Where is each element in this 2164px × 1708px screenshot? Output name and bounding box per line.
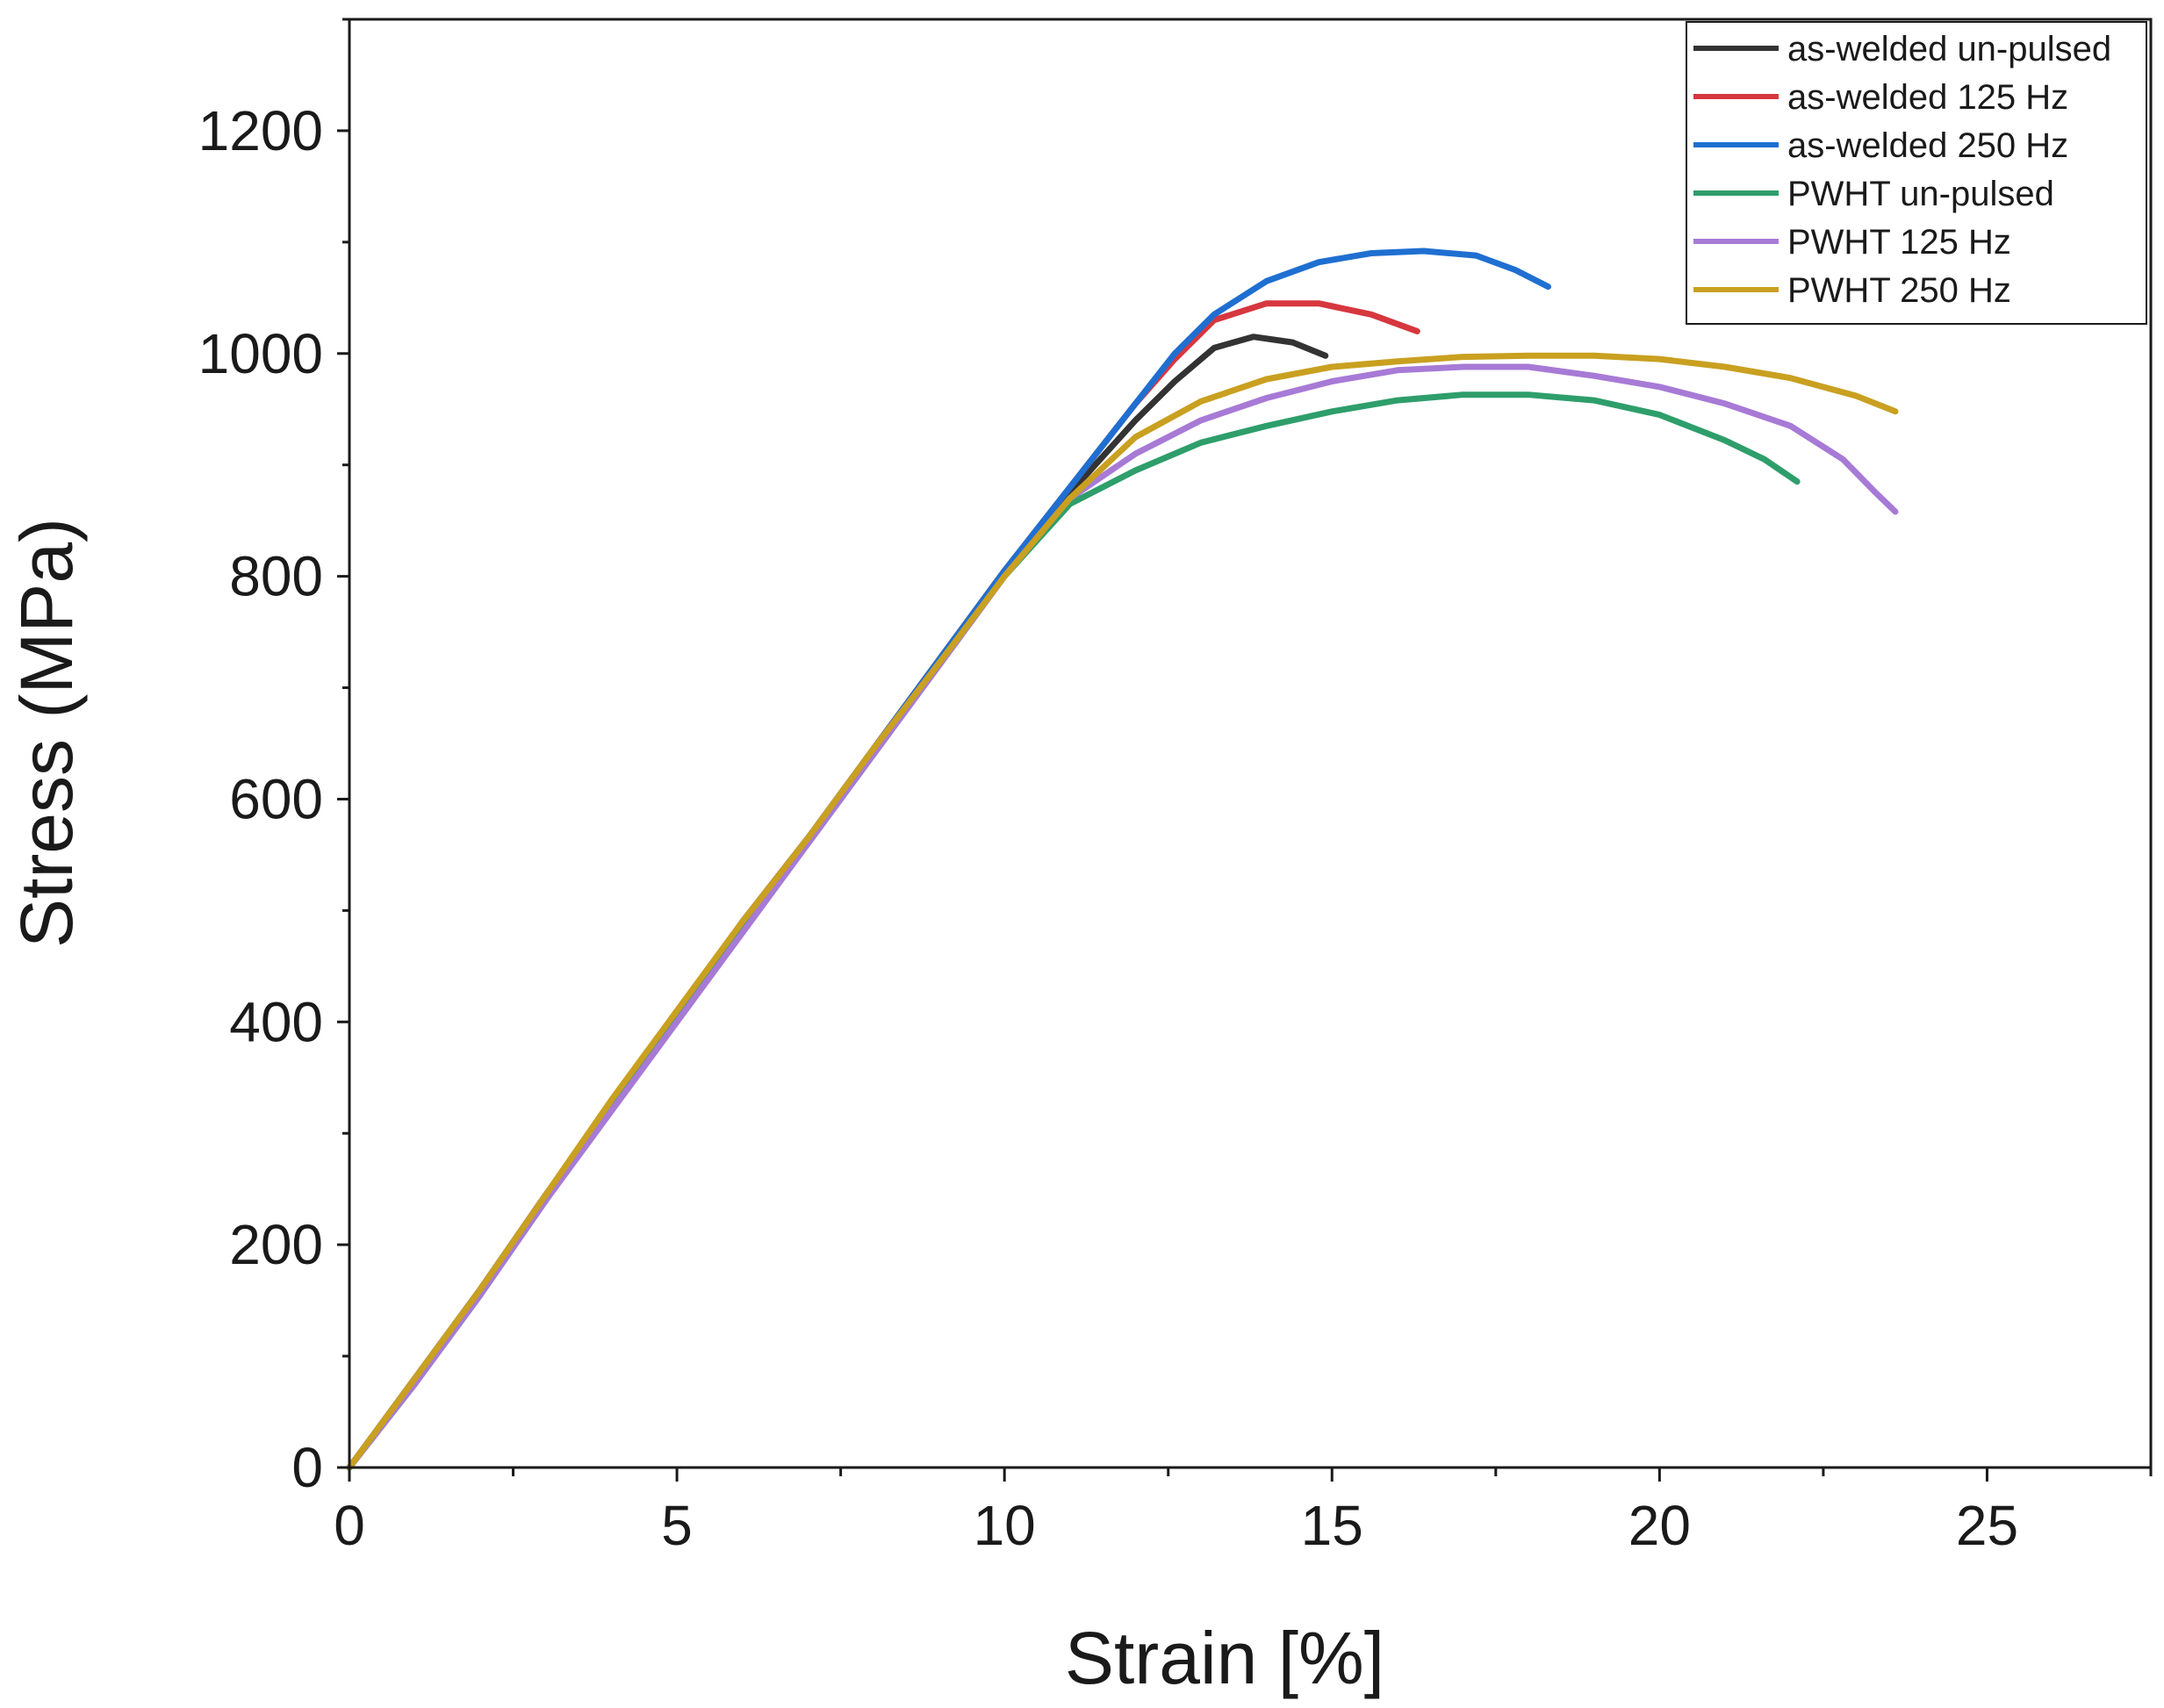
legend-label: as-welded 250 Hz: [1787, 126, 2068, 165]
y-axis-title: Stress (MPa): [5, 518, 88, 948]
legend-label: as-welded un-pulsed: [1787, 30, 2111, 68]
x-tick-label: 25: [1956, 1494, 2018, 1557]
ticks-layer: 0 200 400 600 800 1000 1200 0 5 10 15 20 25: [198, 18, 2153, 1557]
x-tick-label: 5: [661, 1494, 693, 1557]
series-line-3: [346, 391, 1801, 1471]
series-line-1: [346, 300, 1420, 1471]
x-axis-title: Strain [%]: [1065, 1617, 1384, 1699]
series-line-5: [346, 352, 1899, 1471]
y-tick-label: 1200: [198, 99, 323, 162]
plot-frame: [348, 18, 2153, 1469]
series-line-0: [346, 334, 1329, 1471]
y-tick-label: 400: [229, 990, 323, 1053]
legend-label: PWHT 250 Hz: [1787, 271, 2011, 310]
x-tick-label: 20: [1628, 1494, 1691, 1557]
series-layer: [346, 248, 1899, 1471]
legend-label: as-welded 125 Hz: [1787, 78, 2068, 117]
series-line-4: [346, 363, 1899, 1471]
x-tick-label: 0: [334, 1494, 365, 1557]
y-tick-label: 0: [291, 1436, 323, 1499]
legend-label: PWHT un-pulsed: [1787, 175, 2054, 213]
x-tick-label: 15: [1301, 1494, 1363, 1557]
x-tick-label: 10: [974, 1494, 1036, 1557]
legend: as-welded un-pulsed as-welded 125 Hz as-we…: [1686, 21, 2147, 325]
y-tick-label: 800: [229, 545, 323, 608]
y-tick-label: 1000: [198, 322, 323, 385]
axes-layer: [348, 18, 2153, 1469]
series-line-2: [346, 248, 1551, 1471]
legend-box: [1686, 21, 2147, 325]
y-tick-label: 600: [229, 767, 323, 830]
y-tick-label: 200: [229, 1213, 323, 1276]
legend-label: PWHT 125 Hz: [1787, 223, 2011, 262]
